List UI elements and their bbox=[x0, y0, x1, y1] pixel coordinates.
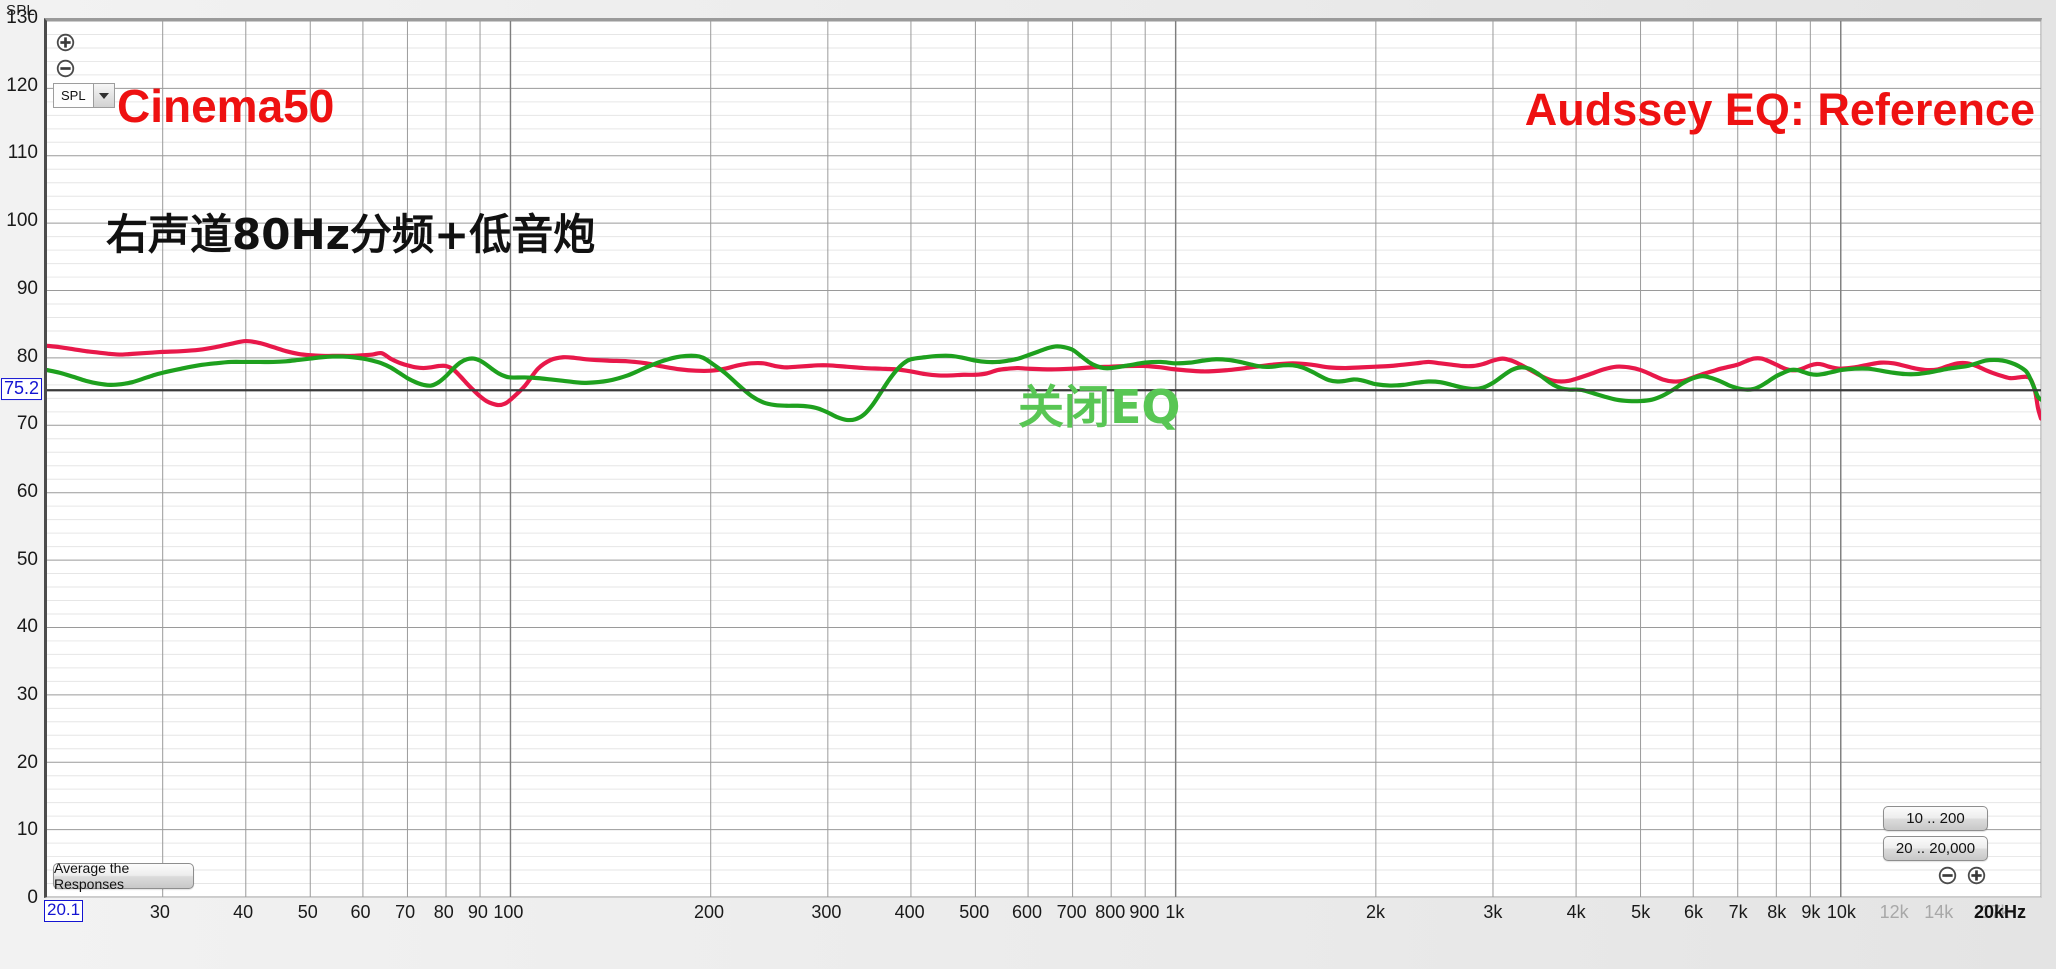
x-axis-tick: 17k bbox=[1980, 902, 2010, 922]
measurement-select-value: SPL bbox=[61, 88, 86, 103]
y-axis-tick: 130 bbox=[6, 7, 38, 28]
freq-cursor-value[interactable]: 20.1 bbox=[44, 900, 84, 922]
chevron-down-icon[interactable] bbox=[93, 84, 114, 107]
x-axis-tick: 40 bbox=[233, 902, 254, 922]
y-axis-tick: 10 bbox=[16, 819, 38, 841]
range-button-20-20000[interactable]: 20 .. 20,000 bbox=[1883, 836, 1988, 861]
cursor-line bbox=[47, 389, 2041, 392]
x-axis-tick: 500 bbox=[959, 902, 990, 922]
grid-lines bbox=[47, 21, 2041, 897]
x-axis-tick: 6k bbox=[1683, 902, 1704, 922]
y-axis-tick: 100 bbox=[6, 210, 38, 232]
annotation-model-title: Cinema50 bbox=[117, 80, 335, 132]
x-axis-tick: 14k bbox=[1924, 902, 1954, 922]
x-axis-tick: 600 bbox=[1011, 902, 1043, 922]
x-axis-tick: 30 bbox=[149, 902, 170, 922]
x-axis-tick: 70 bbox=[395, 902, 416, 922]
x-axis-tick: 700 bbox=[1056, 902, 1087, 922]
y-axis-tick: 20 bbox=[16, 751, 38, 773]
range-circle-plus-icon[interactable] bbox=[1967, 866, 1986, 885]
range-button-10-200[interactable]: 10 .. 200 bbox=[1883, 806, 1988, 831]
x-axis-tick: 800 bbox=[1095, 902, 1126, 922]
annotation-eq-title: Audssey EQ: Reference bbox=[1524, 84, 2035, 135]
x-axis-tick: 2k bbox=[1365, 902, 1386, 922]
response-curves bbox=[47, 338, 2041, 423]
y-axis-title: SPL bbox=[6, 2, 35, 19]
range-circle-minus-icon[interactable] bbox=[1938, 866, 1957, 885]
x-axis: 20.1 30 40 50 60 70 80 90 100 200 300 400 500 600 700 8… bbox=[44, 900, 2042, 930]
x-axis-tick: 50 bbox=[297, 902, 318, 922]
annotation-eq-off-note: 关闭EQ bbox=[1018, 380, 1181, 434]
annotation-channel-note: 右声道80Hz分频+低音炮 bbox=[106, 210, 596, 259]
y-axis-tick: 0 bbox=[27, 887, 38, 908]
series-line bbox=[47, 344, 2041, 423]
x-axis-tick: 300 bbox=[811, 902, 842, 922]
x-axis-tick: 8k bbox=[1767, 902, 1787, 922]
x-axis-tick: 10k bbox=[1826, 902, 1856, 922]
x-axis-tick: 3k bbox=[1483, 902, 1503, 922]
x-axis-tick: 60 bbox=[350, 902, 371, 922]
x-axis-tick: 9k bbox=[1801, 902, 1821, 922]
x-axis-tick: 900 bbox=[1129, 902, 1160, 922]
y-axis-tick: 110 bbox=[7, 142, 38, 164]
y-axis-tick: 70 bbox=[16, 413, 38, 435]
x-axis-tick: 12k bbox=[1879, 902, 1909, 922]
x-axis-tick: 4k bbox=[1566, 902, 1586, 922]
y-axis-tick: 90 bbox=[16, 277, 38, 299]
spl-cursor-value[interactable]: 75.2 bbox=[0, 378, 42, 400]
y-axis-tick: 60 bbox=[16, 480, 38, 502]
x-axis-tick: 200 bbox=[693, 902, 725, 922]
y-axis: 130 120 110 100 90 80 70 60 50 40 30 20 10 0 75.2 bbox=[0, 7, 44, 908]
average-responses-button[interactable]: Average the Responses bbox=[53, 860, 194, 892]
x-axis-tick: 100 bbox=[493, 902, 524, 922]
measurement-select[interactable]: SPL bbox=[53, 83, 115, 108]
y-axis-tick: 40 bbox=[16, 616, 38, 638]
x-axis-tick: 80 bbox=[433, 902, 454, 922]
x-axis-tick: 90 bbox=[467, 902, 488, 922]
x-axis-tick: 400 bbox=[894, 902, 925, 922]
circle-plus-icon[interactable] bbox=[56, 33, 75, 52]
y-axis-tick: 120 bbox=[6, 74, 38, 96]
y-axis-tick: 30 bbox=[16, 683, 38, 705]
plot-area[interactable]: SPL Cinema50 Audssey EQ: Reference 右声道80… bbox=[44, 18, 2042, 898]
circle-minus-icon[interactable] bbox=[56, 59, 75, 78]
x-axis-tick: 7k bbox=[1728, 902, 1748, 922]
y-axis-tick: 50 bbox=[16, 548, 38, 570]
x-axis-tick: 5k bbox=[1631, 902, 1651, 922]
y-axis-tick: 80 bbox=[16, 345, 38, 367]
x-axis-tick: 20kHz bbox=[1973, 902, 2027, 922]
x-axis-tick: 1k bbox=[1165, 902, 1185, 922]
